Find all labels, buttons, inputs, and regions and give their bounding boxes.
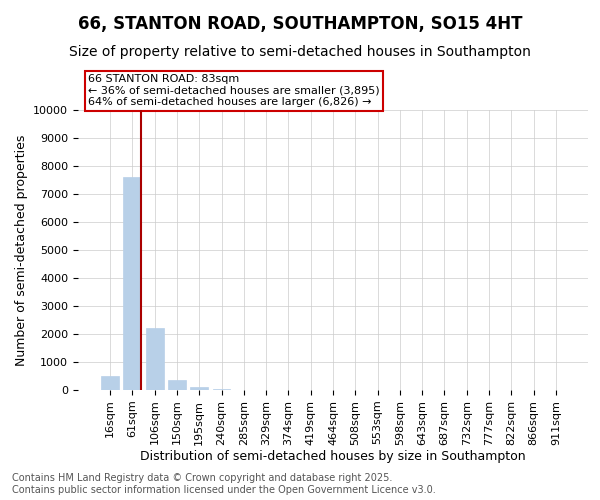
Bar bbox=[168, 380, 186, 390]
Bar bbox=[190, 387, 208, 390]
Text: Size of property relative to semi-detached houses in Southampton: Size of property relative to semi-detach… bbox=[69, 45, 531, 59]
Text: 66, STANTON ROAD, SOUTHAMPTON, SO15 4HT: 66, STANTON ROAD, SOUTHAMPTON, SO15 4HT bbox=[78, 15, 522, 33]
Bar bbox=[101, 376, 119, 390]
Bar bbox=[212, 388, 230, 390]
Bar bbox=[124, 177, 142, 390]
Text: Contains HM Land Registry data © Crown copyright and database right 2025.
Contai: Contains HM Land Registry data © Crown c… bbox=[12, 474, 436, 495]
Text: 66 STANTON ROAD: 83sqm
← 36% of semi-detached houses are smaller (3,895)
64% of : 66 STANTON ROAD: 83sqm ← 36% of semi-det… bbox=[88, 74, 380, 107]
Bar bbox=[146, 328, 164, 390]
Y-axis label: Number of semi-detached properties: Number of semi-detached properties bbox=[15, 134, 28, 366]
X-axis label: Distribution of semi-detached houses by size in Southampton: Distribution of semi-detached houses by … bbox=[140, 450, 526, 464]
